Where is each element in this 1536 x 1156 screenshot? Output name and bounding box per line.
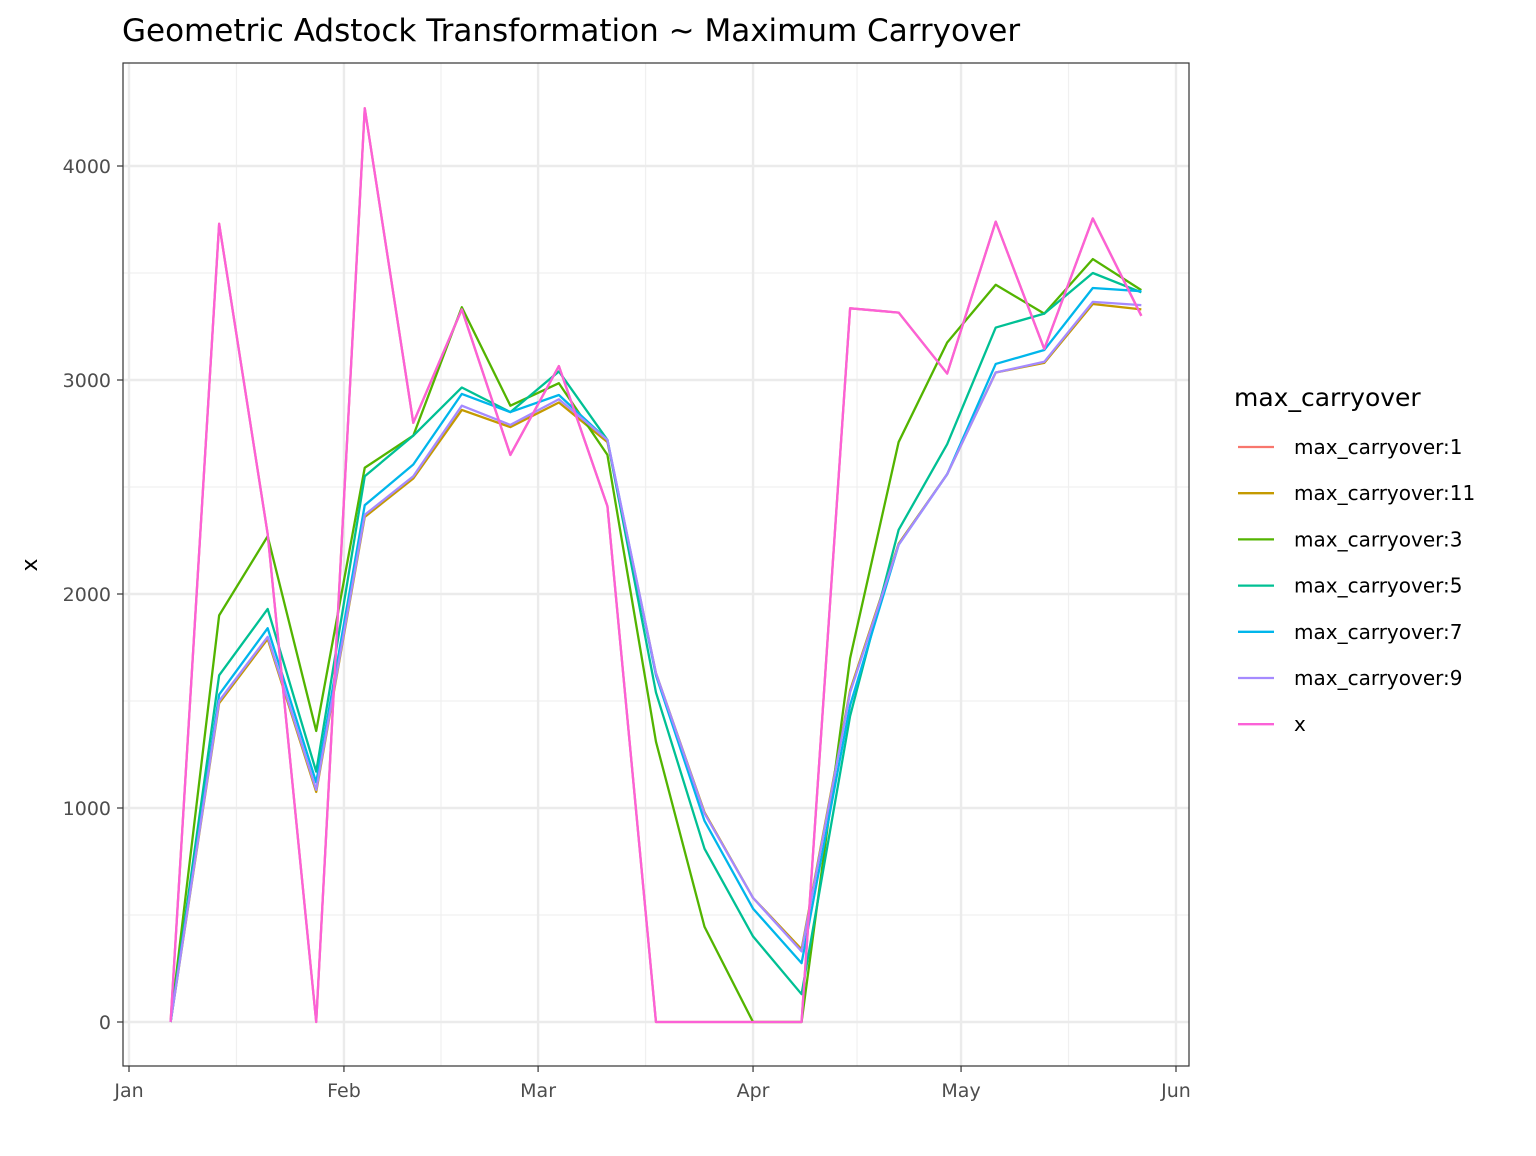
legend-item: max_carryover:5 [1238,574,1462,598]
y-tick-label: 2000 [63,584,111,606]
x-tick-label: May [941,1080,980,1102]
x-tick-label: Jun [1160,1080,1191,1102]
legend-label: max_carryover:3 [1294,527,1462,551]
legend: max_carryover max_carryover:1 max_carryov… [1234,383,1475,736]
plot-panel-border [122,62,1190,1067]
legend-label: max_carryover:9 [1294,666,1462,690]
x-tick-label: Apr [737,1080,770,1102]
legend-title: max_carryover [1234,383,1421,412]
series-line-max-carryover-7 [169,286,1142,1023]
legend-item: max_carryover:7 [1238,620,1462,644]
y-tick-label: 4000 [63,156,111,178]
y-tick-label: 0 [99,1012,111,1034]
series-line-x [169,107,1143,1024]
series-lines [169,107,1143,1024]
x-tick-label: Feb [327,1080,361,1102]
legend-label: max_carryover:5 [1294,574,1462,598]
legend-label: max_carryover:1 [1294,435,1462,459]
legend-label: max_carryover:11 [1294,481,1475,505]
legend-item: max_carryover:9 [1238,666,1462,690]
legend-item: max_carryover:1 [1238,435,1462,459]
y-axis: 0 1000 2000 3000 4000 [63,156,123,1034]
grid [123,63,1189,1066]
x-tick-label: Mar [520,1080,556,1102]
series-line-max-carryover-1 [169,107,1143,1024]
chart-title: Geometric Adstock Transformation ~ Maxim… [122,13,1020,49]
series-line-max-carryover-5 [169,271,1142,1023]
x-axis: Jan Feb Mar Apr May Jun [113,1066,1191,1102]
y-tick-label: 3000 [63,370,111,392]
series-line-max-carryover-3 [169,257,1142,1024]
legend-label: max_carryover:7 [1294,620,1462,644]
x-tick-label: Jan [113,1080,143,1102]
legend-item: max_carryover:11 [1238,481,1475,505]
legend-item: max_carryover:3 [1238,527,1462,551]
series-line-max-carryover-9 [169,300,1142,1023]
y-tick-label: 1000 [63,798,111,820]
legend-item: x [1238,712,1306,736]
series-line-max-carryover-11 [169,302,1142,1023]
y-axis-label: x [18,558,43,571]
legend-label: x [1294,712,1306,736]
